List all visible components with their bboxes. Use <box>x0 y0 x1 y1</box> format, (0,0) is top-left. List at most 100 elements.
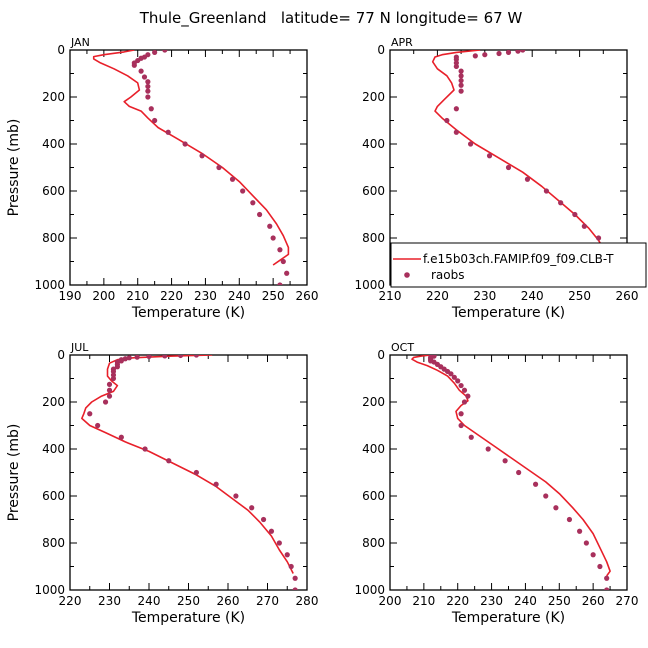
raobs-point-apr <box>458 77 464 84</box>
raobs-point-jul <box>284 552 290 558</box>
raobs-point-jul <box>118 358 124 364</box>
y-tick-label-jul: 800 <box>42 536 65 550</box>
legend-raobs-label: raobs <box>431 268 465 282</box>
raobs-point-oct <box>516 469 522 476</box>
x-tick-label-jan: 200 <box>92 289 115 303</box>
raobs-point-jan <box>138 68 144 74</box>
raobs-point-jul <box>233 493 239 499</box>
model-line-oct <box>411 355 611 577</box>
raobs-point-oct <box>583 540 589 546</box>
x-tick-label-apr: 210 <box>379 289 402 303</box>
raobs-point-jan <box>152 50 158 55</box>
raobs-point-oct <box>458 411 464 417</box>
x-tick-label-oct: 270 <box>616 594 639 608</box>
raobs-point-jan <box>131 62 137 68</box>
raobs-point-jul <box>126 355 132 361</box>
raobs-point-jul <box>178 355 184 359</box>
series-group-apr <box>431 50 616 285</box>
raobs-point-oct <box>532 481 539 487</box>
x-axis-label-jul: Temperature (K) <box>131 610 245 626</box>
y-tick-label-jul: 400 <box>42 442 65 456</box>
raobs-point-oct <box>461 399 468 405</box>
raobs-point-jul <box>249 505 255 511</box>
panel-apr: 210 220 230 240 250 260 0 200 400 600 800 1000 Tempe… <box>354 36 647 321</box>
raobs-point-oct <box>566 516 573 523</box>
raobs-point-oct <box>455 378 461 384</box>
raobs-point-oct <box>465 393 471 399</box>
raobs-point-jul <box>122 356 128 362</box>
raobs-point-jan <box>280 258 286 265</box>
y-tick-label-oct: 200 <box>362 395 385 409</box>
raobs-point-jul <box>260 516 267 523</box>
raobs-point-jul <box>87 411 93 417</box>
raobs-point-apr <box>458 68 464 74</box>
raobs-point-oct <box>597 563 603 570</box>
x-tick-label-apr: 230 <box>473 289 496 303</box>
raobs-point-jan <box>152 117 158 124</box>
raobs-point-apr <box>524 176 531 182</box>
panel-label-oct: OCT <box>391 341 414 354</box>
x-tick-label-jul: 240 <box>138 594 161 608</box>
raobs-point-jul <box>268 528 275 534</box>
panel-label-jan: JAN <box>70 36 90 49</box>
raobs-point-oct <box>458 382 464 389</box>
raobs-point-apr <box>496 50 502 57</box>
raobs-point-jul <box>95 422 101 429</box>
x-axis-label-oct: Temperature (K) <box>451 610 565 626</box>
y-tick-label-oct: 1000 <box>354 583 385 597</box>
raobs-point-jan <box>250 200 256 206</box>
x-tick-label-apr: 260 <box>616 289 639 303</box>
raobs-point-apr <box>458 82 464 88</box>
raobs-point-jul <box>288 563 294 570</box>
raobs-point-jul <box>118 434 124 440</box>
raobs-point-apr <box>515 50 521 54</box>
x-tick-label-jan: 220 <box>160 289 183 303</box>
panel-label-apr: APR <box>391 36 413 49</box>
y-tick-label-oct: 0 <box>377 348 385 362</box>
raobs-point-jan <box>165 129 171 135</box>
raobs-point-apr <box>453 106 459 112</box>
raobs-point-jul <box>102 399 109 405</box>
raobs-point-jul <box>162 355 168 359</box>
raobs-point-oct <box>451 374 457 380</box>
raobs-point-jul <box>106 387 113 393</box>
raobs-point-apr <box>453 129 459 135</box>
y-tick-label-jan: 1000 <box>34 278 65 292</box>
raobs-point-apr <box>572 211 578 218</box>
raobs-point-jul <box>114 364 120 370</box>
raobs-point-oct <box>577 528 583 534</box>
model-line-jan <box>92 50 290 266</box>
raobs-point-jan <box>145 88 151 94</box>
raobs-point-apr <box>458 73 464 79</box>
y-tick-label-apr: 1000 <box>354 278 385 292</box>
x-tick-label-jul: 260 <box>217 594 240 608</box>
raobs-point-jul <box>166 458 172 464</box>
raobs-point-apr <box>467 141 474 147</box>
raobs-point-jan <box>141 74 148 80</box>
raobs-point-jan <box>145 94 151 100</box>
x-tick-label-oct: 260 <box>582 594 605 608</box>
x-tick-label-jul: 270 <box>256 594 279 608</box>
y-axis-label-jul: Pressure (mb) <box>6 424 22 522</box>
raobs-point-apr <box>543 188 550 194</box>
raobs-point-jul <box>213 481 219 487</box>
y-tick-label-jul: 600 <box>42 489 65 503</box>
y-tick-label-oct: 800 <box>362 536 385 550</box>
raobs-point-jul <box>142 446 148 452</box>
y-tick-label-jul: 0 <box>57 348 65 362</box>
raobs-point-jul <box>106 381 113 387</box>
raobs-point-oct <box>604 575 610 581</box>
raobs-point-jul <box>193 355 199 358</box>
y-tick-label-jul: 200 <box>42 395 65 409</box>
y-tick-label-jan: 0 <box>57 43 65 57</box>
y-tick-label-jul: 1000 <box>34 583 65 597</box>
legend-dot-swatch <box>404 272 410 278</box>
panels: 190 200 210 220 230 240 250 260 0 200 400 600 800 100… <box>6 36 647 626</box>
raobs-point-apr <box>581 223 587 229</box>
y-tick-label-jan: 400 <box>42 137 65 151</box>
panel-oct: 200 210 220 230 240 250 260 270 0 200 400 600 800 100… <box>354 341 638 626</box>
raobs-point-jul <box>106 393 113 399</box>
x-tick-label-oct: 240 <box>514 594 537 608</box>
raobs-point-jul <box>146 355 152 360</box>
